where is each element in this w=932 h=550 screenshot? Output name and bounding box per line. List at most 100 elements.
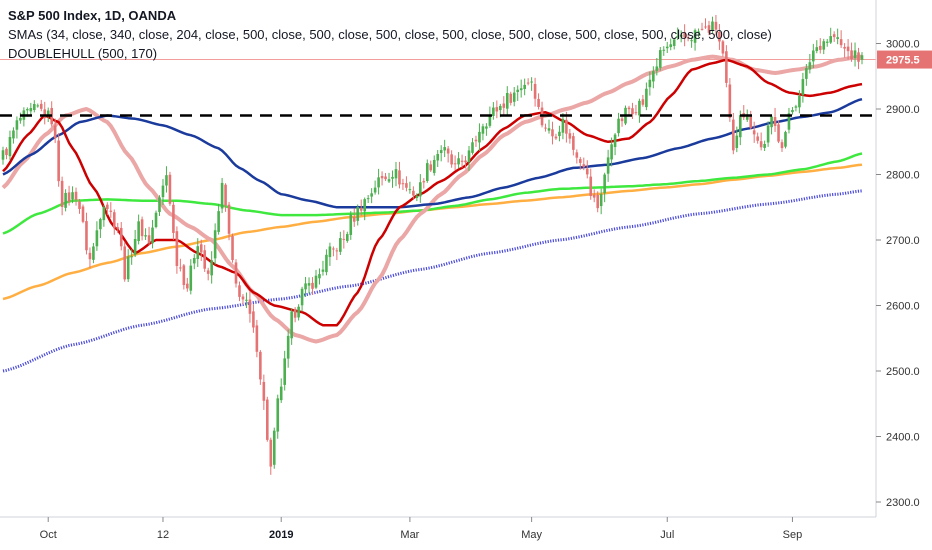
candle [412,186,415,199]
candle-body [464,160,467,163]
candle-body [735,135,739,148]
candle-body [766,125,770,143]
candle-body [812,50,815,62]
candle [627,105,631,116]
candle-body [46,110,50,117]
candle-body [203,250,207,269]
candle-body [662,49,666,51]
candle [99,217,102,238]
candle [700,22,704,31]
candle-body [231,236,234,261]
moving-average-lines [1,54,863,373]
candle-body [88,252,92,260]
candle [502,96,506,117]
candle-body [725,51,728,83]
candle [742,105,746,120]
candle [92,242,95,264]
candle-body [676,35,679,38]
candle [241,294,245,305]
candle [575,149,579,164]
candle-body [808,62,812,70]
candle [147,226,151,246]
candle-body [377,177,380,188]
candle-body [707,25,711,33]
candle [67,185,71,206]
candle-body [745,114,749,120]
candle-body [26,109,29,111]
candle [457,152,460,169]
candle-body [116,227,120,229]
candle-body [446,148,450,154]
candle-body [60,180,64,207]
candle [279,378,283,403]
candle-body [565,119,568,134]
candle-body [711,21,714,31]
candle [318,268,321,285]
candle [300,286,304,312]
candle-body [530,81,533,83]
candle [558,125,561,142]
doublehull-legend-line[interactable]: DOUBLEHULL (500, 170) [8,46,158,61]
candle [638,98,641,123]
candle-body [509,93,513,103]
candle-body [592,194,596,198]
sma-legend-line[interactable]: SMAs (34, close, 340, close, 204, close,… [8,27,772,42]
candle-body [554,136,558,139]
symbol-title[interactable]: S&P 500 Index, 1D, OANDA [8,8,177,23]
candle-body [95,230,99,247]
candle-body [144,235,147,237]
candle [377,168,380,195]
candle [634,104,638,116]
candle-body [599,194,603,207]
candle-body [106,204,109,210]
candle-body [112,212,116,229]
candle [151,219,154,249]
candle [272,427,276,469]
candle-body [415,195,419,198]
candle [836,28,839,45]
candle [283,350,286,391]
candle-body [161,185,165,198]
candle [126,249,130,282]
candle-body [384,176,387,180]
candle-body [140,219,144,237]
candle [596,191,599,213]
candle-body [5,148,8,156]
candle-body [272,430,276,465]
candle [88,247,92,268]
candle-body [102,207,106,221]
candle-body [714,21,718,30]
candle-body [36,105,40,107]
candle-body [192,257,196,264]
price-axis[interactable]: 3000.0 2900.0 2800.0 2700.0 2600.0 2500.0 2400… [875,0,932,517]
candle-body [488,114,492,126]
candle [453,155,457,171]
candle-body [85,221,88,251]
candle [648,71,652,96]
candle [422,178,426,189]
candle-body [665,46,669,49]
candle [387,172,391,184]
candle-body [401,183,405,185]
candle [631,102,634,120]
time-axis[interactable]: Oct 12 2019 Mar May Jul Sep [0,516,876,541]
candle-body [189,265,193,291]
candle-body [787,113,791,130]
candle [186,277,189,292]
candle [516,85,520,101]
candle [363,197,366,221]
candle [213,223,217,265]
candle [109,202,113,218]
candle-body [843,46,846,49]
last-price-badge [877,50,932,69]
candle [8,130,12,160]
candle [22,107,26,127]
candle [266,396,269,442]
candle-body [1,150,5,160]
candle [325,249,328,276]
candle [314,269,318,290]
candle [766,121,770,147]
candle-body [130,256,133,258]
candle [425,159,429,183]
